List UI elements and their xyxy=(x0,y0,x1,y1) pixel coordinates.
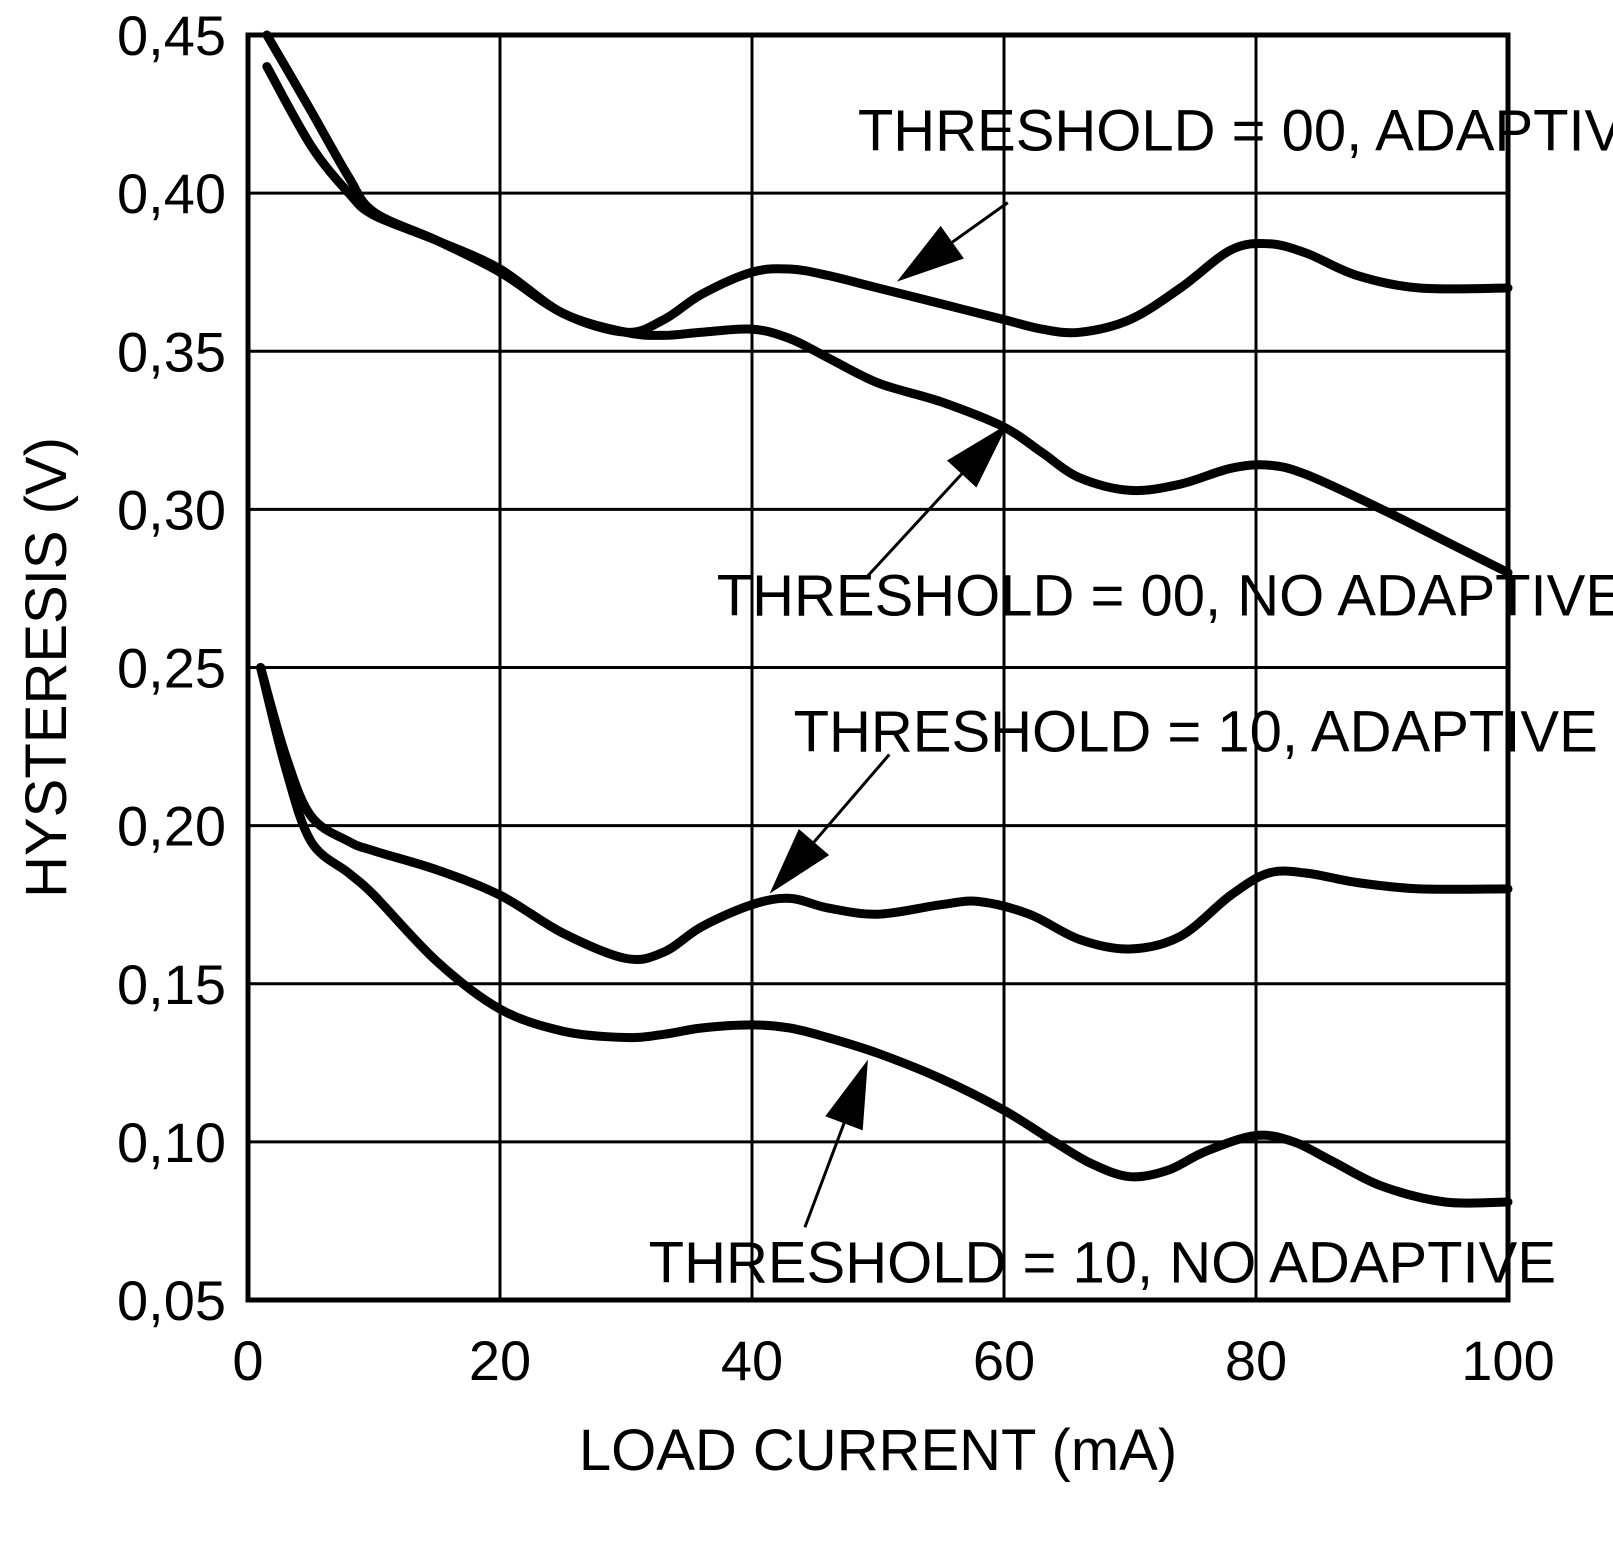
y-tick-label: 0,40 xyxy=(117,162,226,225)
y-tick-label: 0,10 xyxy=(117,1111,226,1174)
annotation-label-1: THRESHOLD = 00, ADAPTIVE xyxy=(858,98,1613,163)
y-tick-label: 0,30 xyxy=(117,478,226,541)
series-lines xyxy=(256,30,1513,1208)
x-tick-label: 20 xyxy=(469,1329,531,1392)
y-tick-label: 0,35 xyxy=(117,320,226,383)
series-line-2 xyxy=(262,30,1513,578)
x-tick-label: 60 xyxy=(973,1329,1035,1392)
annotation-label-2: THRESHOLD = 00, NO ADAPTIVE xyxy=(717,563,1613,628)
x-tick-label: 0 xyxy=(232,1329,263,1392)
series-line-4 xyxy=(256,663,1513,1208)
y-tick-label: 0,25 xyxy=(117,637,226,700)
annotation-arrow-shaft-4 xyxy=(803,1122,846,1228)
y-tick-label: 0,45 xyxy=(117,4,226,67)
y-tick-label: 0,15 xyxy=(117,953,226,1016)
y-axis-title: HYSTERESIS (V) xyxy=(14,437,79,898)
annotation-arrow-shaft-1 xyxy=(951,201,1009,244)
x-axis-title: LOAD CURRENT (mA) xyxy=(579,1418,1177,1483)
annotation-arrow-head-4 xyxy=(825,1059,868,1131)
annotation-arrow-shaft-2 xyxy=(866,472,963,577)
series-annotations: THRESHOLD = 00, ADAPTIVE THRESHOLD = 00, … xyxy=(649,98,1613,1295)
x-tick-label: 80 xyxy=(1225,1329,1287,1392)
annotation-arrow-head-2 xyxy=(946,423,1008,488)
annotation-arrows xyxy=(769,201,1009,1228)
annotation-arrow-shaft-3 xyxy=(812,753,891,844)
y-tick-label: 0,05 xyxy=(117,1269,226,1332)
plot-frame xyxy=(245,32,1511,1303)
x-tick-label: 40 xyxy=(721,1329,783,1392)
y-tick-label: 0,20 xyxy=(117,795,226,858)
annotation-label-3: THRESHOLD = 10, ADAPTIVE xyxy=(794,699,1598,764)
x-tick-label: 100 xyxy=(1461,1329,1554,1392)
grid xyxy=(248,35,1508,1300)
x-axis-ticks: 0 20 40 60 80 100 xyxy=(232,1329,1554,1392)
annotation-label-4: THRESHOLD = 10, NO ADAPTIVE xyxy=(649,1231,1556,1296)
series-line-3 xyxy=(256,663,1513,965)
annotation-arrow-head-3 xyxy=(769,829,830,894)
annotation-arrow-head-1 xyxy=(896,225,964,282)
y-axis-ticks: 0,05 0,10 0,15 0,20 0,25 0,30 0,35 0,40 0,45 xyxy=(117,4,226,1332)
